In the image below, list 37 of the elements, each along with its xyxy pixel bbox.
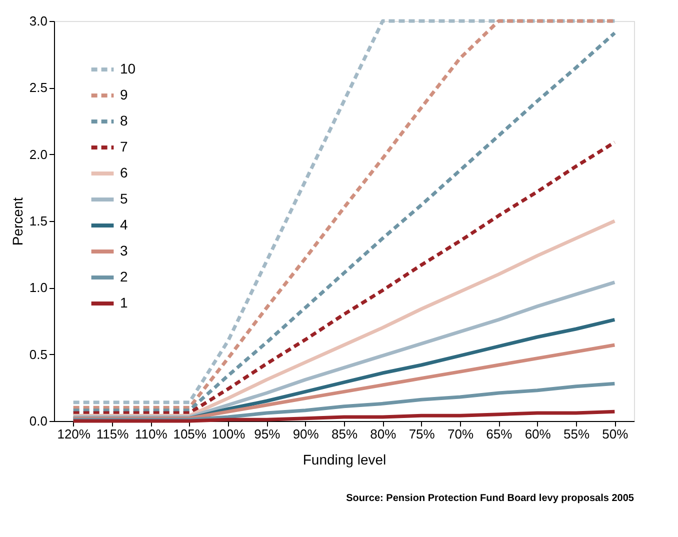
x-tick-label: 115% <box>96 426 130 442</box>
legend-label: 8 <box>120 112 128 128</box>
x-tick-label: 105% <box>173 426 207 442</box>
x-tick-label: 100% <box>212 426 246 442</box>
line-series <box>72 140 616 415</box>
y-tick-label: 0.0 <box>29 414 48 428</box>
legend-label: 5 <box>120 190 128 206</box>
x-tick-label: 65% <box>486 426 513 442</box>
y-tick-label: 1.0 <box>29 280 48 296</box>
source-note: Source: Pension Protection Fund Board levy proposals 2005 <box>346 493 634 504</box>
y-tick-label: 2.0 <box>29 146 48 162</box>
x-tick-label: 70% <box>447 426 474 442</box>
x-tick-label: 80% <box>370 426 397 442</box>
x-tick-label: 110% <box>135 426 168 442</box>
legend-label: 9 <box>120 86 128 102</box>
legend-label: 10 <box>120 60 136 76</box>
x-tick-label: 90% <box>292 426 320 442</box>
legend-label: 7 <box>120 138 128 154</box>
x-tick-label: 50% <box>602 426 629 442</box>
legend-label: 1 <box>120 294 128 310</box>
legend-label: 3 <box>120 242 128 258</box>
x-tick-label: 120% <box>57 426 91 442</box>
y-axis-title: Percent <box>9 197 26 246</box>
y-tick-label: 1.5 <box>29 214 48 228</box>
x-tick-label: 55% <box>563 426 590 442</box>
legend-label: 2 <box>120 268 128 284</box>
x-axis-title: Funding level <box>302 452 386 468</box>
legend-label: 6 <box>120 164 128 180</box>
y-tick-label: 3.0 <box>29 14 48 28</box>
x-tick-label: 75% <box>408 426 436 442</box>
x-tick-label: 95% <box>254 426 281 442</box>
y-tick-label: 2.5 <box>29 80 48 96</box>
y-tick-label: 0.5 <box>29 346 48 362</box>
line-series <box>72 410 616 423</box>
legend-label: 4 <box>120 216 128 232</box>
x-tick-label: 85% <box>331 426 358 442</box>
x-tick-label: 60% <box>524 426 552 442</box>
